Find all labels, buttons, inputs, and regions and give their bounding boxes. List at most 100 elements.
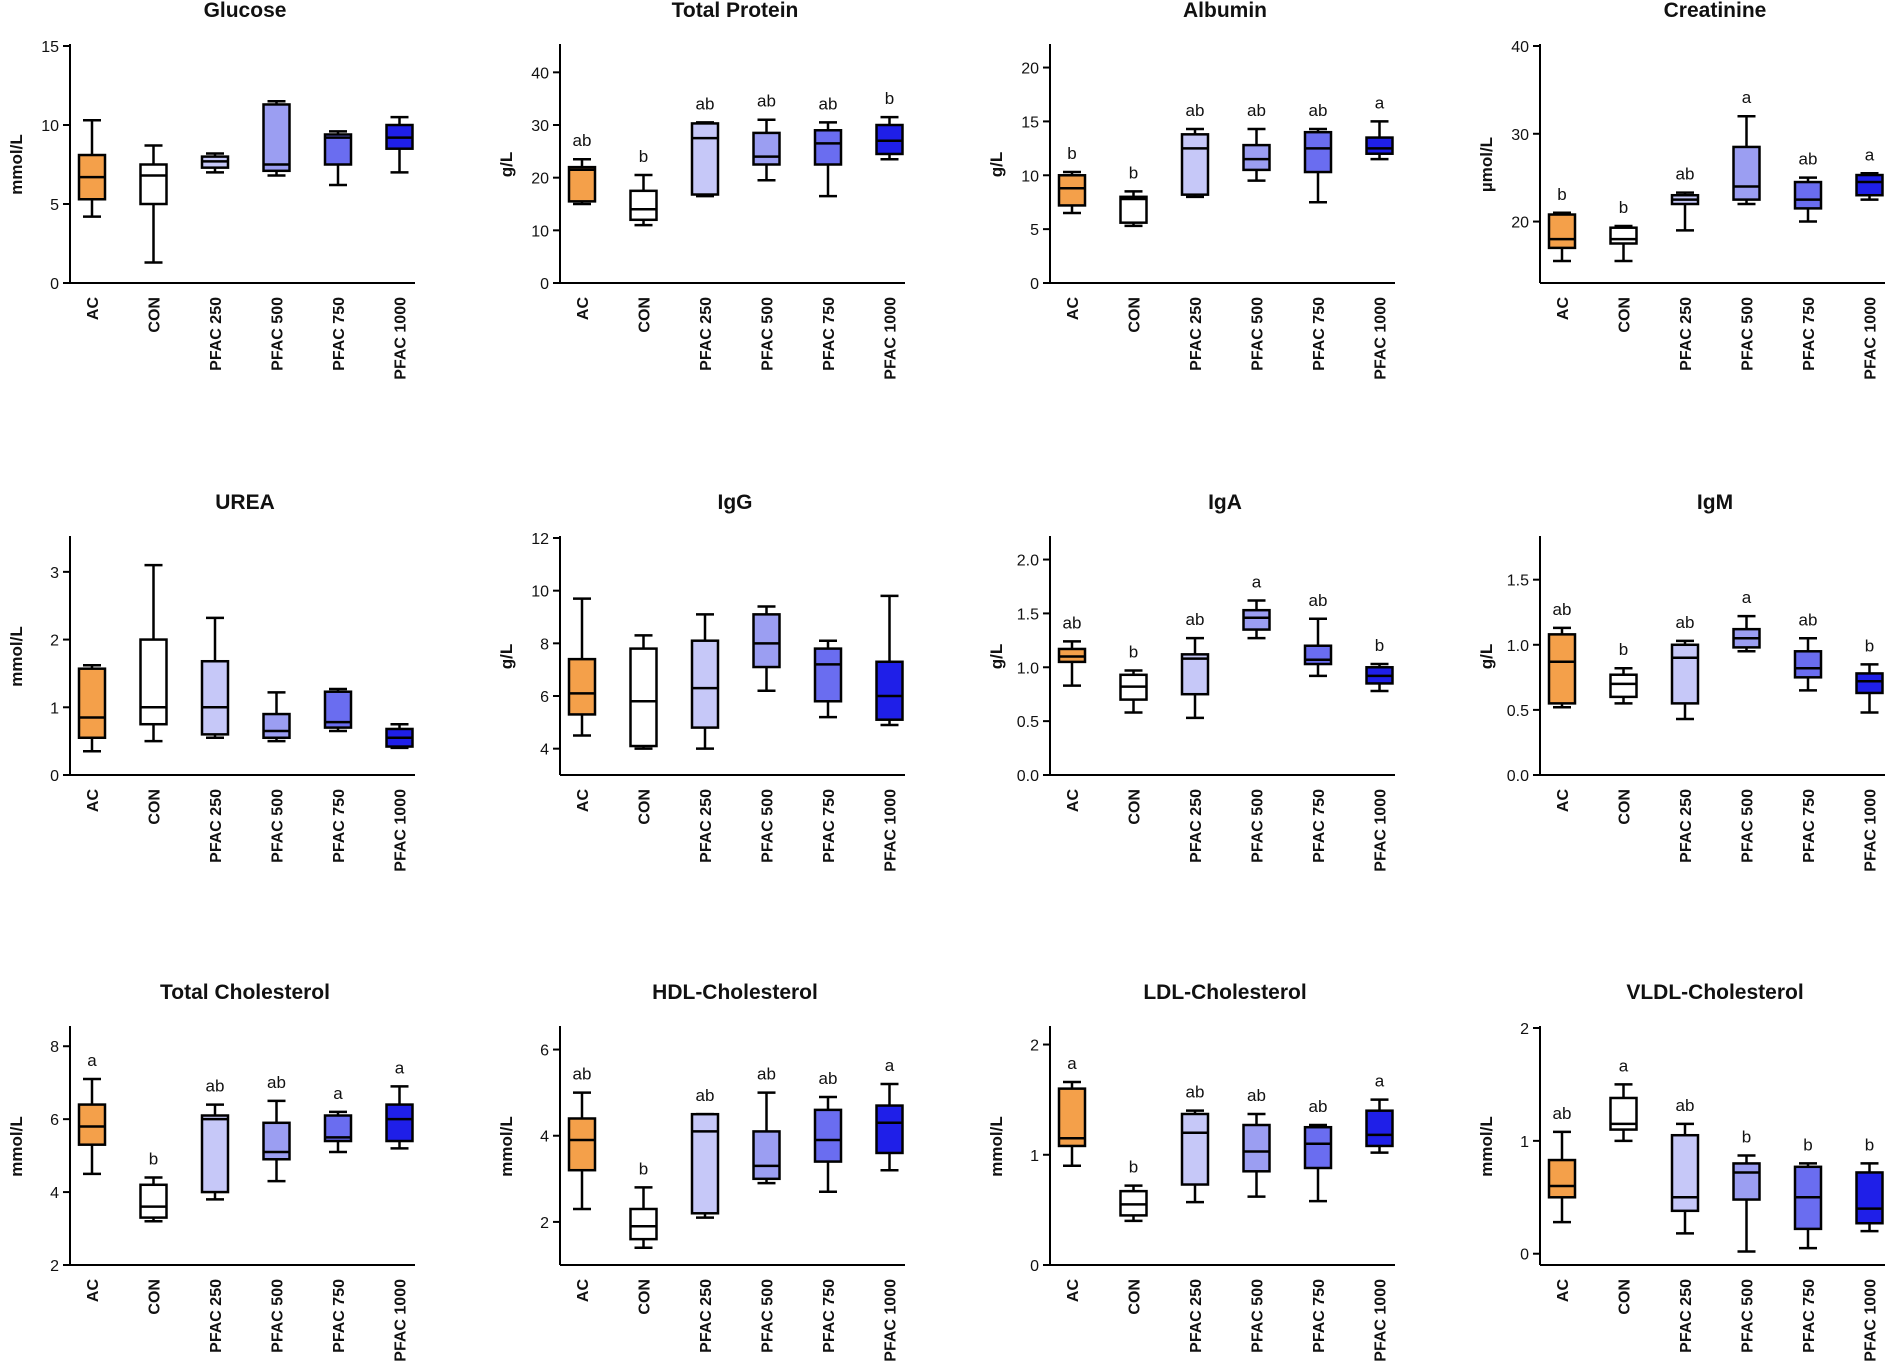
iqr-box	[629, 647, 658, 748]
significance-letter: a	[87, 1051, 97, 1070]
box-pfac-250: ab PFAC 250	[1180, 610, 1210, 863]
iqr-box	[139, 638, 168, 726]
iqr-box	[875, 1104, 904, 1155]
panel-total-protein: Total Protein g/L 0 10 20 30 40 ab AC b CON ab PFAC …	[497, 0, 905, 380]
box-pfac-250: PFAC 250	[200, 616, 230, 863]
significance-letter: a	[1742, 88, 1752, 107]
significance-letter: ab	[1799, 610, 1818, 629]
box-ac: ab AC	[1057, 613, 1087, 812]
y-tick-label: 6	[50, 1112, 59, 1129]
significance-letter: ab	[573, 1065, 592, 1084]
x-tick-label: PFAC 500	[1740, 1279, 1757, 1353]
box-pfac-250: ab PFAC 250	[1670, 1096, 1700, 1353]
iqr-box	[1119, 195, 1148, 224]
y-tick-label: 2	[50, 1258, 59, 1275]
y-tick-label: 15	[41, 39, 59, 56]
y-tick-label: 12	[531, 531, 549, 548]
significance-letter: b	[1129, 643, 1138, 662]
significance-letter: b	[885, 89, 894, 108]
x-tick-label: CON	[637, 1279, 654, 1315]
significance-letter: b	[1803, 1135, 1812, 1154]
box-con: CON	[629, 634, 658, 825]
panel-title: IgG	[718, 491, 753, 514]
x-tick-label: PFAC 1000	[883, 297, 900, 380]
box-con: b CON	[139, 1149, 168, 1315]
x-tick-label: CON	[637, 297, 654, 333]
box-pfac-500: PFAC 500	[262, 691, 291, 863]
iqr-box	[1732, 1162, 1761, 1201]
box-pfac-1000: a PFAC 1000	[875, 1056, 904, 1362]
x-tick-label: CON	[637, 789, 654, 825]
y-tick-label: 1.5	[1507, 573, 1529, 590]
box-ac: AC	[77, 664, 107, 812]
x-tick-label: PFAC 1000	[883, 1279, 900, 1362]
panel-title: VLDL-Cholesterol	[1626, 981, 1803, 1004]
box-pfac-750: PFAC 750	[323, 130, 353, 371]
x-tick-label: PFAC 250	[208, 1279, 225, 1353]
panel-ldl-cholesterol: LDL-Cholesterol mmol/L 0 1 2 a AC b CON ab PFAC 25…	[987, 981, 1395, 1362]
x-tick-label: PFAC 750	[1801, 1279, 1818, 1353]
panel-title: Albumin	[1183, 0, 1267, 22]
panel-igg: IgG g/L 4 6 8 10 12 AC CON PFAC 250 PFAC 500 PFAC 7…	[497, 491, 905, 872]
box-pfac-750: ab PFAC 750	[813, 94, 843, 371]
iqr-box	[1609, 226, 1638, 245]
iqr-box	[1242, 143, 1271, 172]
box-pfac-1000: b PFAC 1000	[1855, 636, 1884, 872]
iqr-box	[139, 163, 168, 206]
y-tick-label: 5	[50, 197, 59, 214]
y-axis-label: g/L	[497, 644, 516, 670]
iqr-box	[690, 1112, 720, 1215]
box-pfac-250: ab PFAC 250	[1180, 101, 1210, 371]
significance-letter: b	[1865, 636, 1874, 655]
significance-letter: a	[1865, 145, 1875, 164]
y-axis-label: mmol/L	[497, 1116, 516, 1176]
y-axis-label: mmol/L	[1477, 1116, 1496, 1176]
y-tick-label: 6	[540, 689, 549, 706]
significance-letter: ab	[1676, 613, 1695, 632]
box-pfac-750: ab PFAC 750	[1793, 610, 1823, 863]
box-pfac-1000: a PFAC 1000	[1855, 145, 1884, 380]
x-tick-label: PFAC 500	[760, 297, 777, 371]
x-tick-label: CON	[1127, 297, 1144, 333]
x-tick-label: PFAC 750	[331, 789, 348, 863]
x-tick-label: CON	[1617, 297, 1634, 333]
x-tick-label: AC	[1555, 789, 1572, 813]
iqr-box	[1303, 1125, 1333, 1170]
x-tick-label: PFAC 750	[821, 1279, 838, 1353]
x-tick-label: PFAC 250	[208, 297, 225, 371]
panel-title: Total Protein	[672, 0, 799, 22]
y-tick-label: 4	[540, 742, 549, 759]
significance-letter: ab	[267, 1073, 286, 1092]
y-tick-label: 2.0	[1017, 553, 1039, 570]
box-ac: a AC	[77, 1051, 107, 1302]
iqr-box	[813, 129, 843, 166]
x-tick-label: PFAC 750	[1311, 1279, 1328, 1353]
iqr-box	[1793, 180, 1823, 210]
y-tick-label: 10	[1021, 168, 1039, 185]
y-tick-label: 5	[1030, 222, 1039, 239]
box-pfac-750: ab PFAC 750	[1303, 101, 1333, 371]
iqr-box	[1057, 1087, 1087, 1148]
x-tick-label: PFAC 500	[1250, 297, 1267, 371]
x-tick-label: PFAC 250	[1188, 297, 1205, 371]
iqr-box	[813, 1108, 843, 1163]
y-tick-label: 20	[1021, 61, 1039, 78]
iqr-box	[1242, 608, 1271, 631]
y-axis-label: mmol/L	[7, 134, 26, 194]
box-con: CON	[139, 144, 168, 333]
y-tick-label: 8	[50, 1039, 59, 1056]
box-ac: ab AC	[1547, 1104, 1577, 1302]
box-pfac-750: a PFAC 750	[323, 1084, 353, 1353]
box-pfac-500: a PFAC 500	[1732, 88, 1761, 371]
box-con: b CON	[1119, 643, 1148, 825]
significance-letter: a	[1375, 93, 1385, 112]
iqr-box	[752, 131, 781, 166]
x-tick-label: CON	[1127, 1279, 1144, 1315]
x-tick-label: AC	[1065, 1279, 1082, 1303]
y-tick-label: 2	[1030, 1038, 1039, 1055]
iqr-box	[262, 712, 291, 740]
box-ac: ab AC	[567, 1065, 597, 1302]
y-tick-label: 0	[50, 276, 59, 293]
